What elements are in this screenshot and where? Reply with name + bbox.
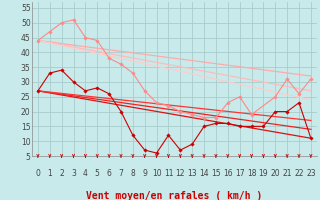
X-axis label: Vent moyen/en rafales ( km/h ): Vent moyen/en rafales ( km/h )	[86, 191, 262, 200]
